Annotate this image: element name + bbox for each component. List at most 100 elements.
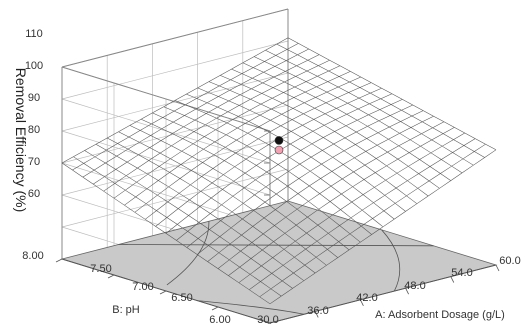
surface-gridline [318, 201, 331, 210]
surface-gridline [93, 176, 105, 185]
surface-gridline [94, 149, 107, 158]
surface-gridline [93, 162, 106, 171]
surface-gridline [405, 203, 418, 212]
surface-gridline [321, 163, 333, 172]
surface-gridline [168, 178, 181, 188]
surface-gridline [163, 106, 175, 112]
surface-gridline [395, 203, 406, 212]
surface-gridline [296, 216, 308, 226]
surface-gridline [61, 156, 74, 164]
surface-gridline [73, 150, 85, 157]
surface-gridline [186, 238, 199, 248]
surface-gridline [128, 130, 141, 138]
surface-gridline [305, 81, 317, 88]
surface-gridline [327, 249, 338, 258]
surface-gridline [170, 150, 182, 159]
surface-gridline [221, 195, 234, 206]
surface-gridline [273, 233, 286, 242]
surface-gridline [294, 86, 306, 93]
surface-gridline [282, 265, 294, 274]
surface-gridline [140, 112, 153, 120]
surface-gridline [272, 257, 284, 266]
surface-gridline [245, 151, 258, 160]
surface-gridline [343, 144, 356, 152]
surface-gridline [452, 145, 465, 153]
surface-gridline [276, 43, 288, 50]
surface-gridline [261, 87, 274, 94]
surface-gridline [418, 166, 431, 174]
surface-gridline [197, 238, 209, 246]
surface-gridline [300, 150, 312, 158]
surface-gridline [198, 213, 211, 223]
surface-gridline [335, 119, 347, 126]
surface-gridline [292, 280, 305, 289]
surface-gridline [185, 104, 196, 110]
surface-gridline [276, 185, 288, 195]
surface-gridline [303, 107, 315, 115]
surface-gridline [336, 108, 347, 115]
surface-gridline [162, 117, 174, 123]
y-tick-label: 6.50 [171, 292, 192, 304]
surface-gridline [84, 143, 97, 151]
surface-gridline [394, 211, 406, 220]
surface-gridline [337, 92, 349, 98]
surface-gridline [215, 122, 228, 130]
surface-gridline [261, 257, 273, 267]
surface-gridline [381, 87, 393, 95]
surface-gridline [326, 86, 339, 93]
surface-gridline [184, 115, 196, 121]
surface-gridline [174, 93, 187, 101]
surface-gridline [137, 167, 149, 175]
surface-gridline [339, 225, 351, 235]
surface-gridline [134, 212, 146, 220]
x-tick-label: 60.0 [499, 255, 520, 267]
surface-gridline [195, 102, 208, 110]
surface-gridline [179, 178, 191, 186]
surface-gridline [345, 119, 358, 126]
surface-gridline [311, 137, 324, 145]
surface-gridline [167, 193, 180, 203]
surface-gridline [72, 163, 84, 171]
surface-gridline [206, 106, 218, 114]
surface-gridline [140, 118, 152, 125]
surface-gridline [306, 224, 319, 234]
surface-gridline [354, 151, 366, 159]
surface-gridline [189, 191, 201, 201]
surface-gridline [275, 209, 286, 218]
surface-gridline [249, 274, 261, 282]
surface-gridline [373, 202, 385, 212]
surface-gridline [249, 109, 261, 116]
surface-gridline [328, 225, 340, 234]
surface-gridline [152, 112, 163, 118]
surface-gridline [219, 236, 231, 245]
surface-gridline [310, 156, 322, 165]
surface-gridline [227, 105, 240, 112]
surface-gridline [285, 65, 297, 72]
surface-gridline [172, 133, 183, 139]
z-tick-label: 60 [28, 188, 40, 200]
surface-gridline [257, 151, 268, 159]
surface-gridline [104, 169, 116, 177]
contour-line [118, 244, 434, 247]
surface-gridline [187, 222, 200, 232]
z-tick-label: 110 [25, 28, 43, 40]
surface-gridline [373, 195, 385, 203]
surface-gridline [423, 110, 434, 117]
surface-gridline [239, 105, 250, 111]
surface-gridline [343, 157, 355, 165]
surface-gridline [299, 163, 311, 172]
surface-gridline [294, 81, 307, 88]
y-axis-line [61, 258, 271, 324]
surface-gridline [396, 172, 408, 181]
surface-gridline [296, 208, 308, 218]
surface-gridline [252, 226, 264, 235]
surface-gridline [372, 210, 385, 219]
surface-gridline [204, 129, 216, 137]
surface-gridline [231, 68, 243, 74]
surface-gridline [193, 131, 205, 137]
surface-gridline [260, 97, 273, 105]
surface-gridline [253, 56, 265, 62]
surface-gridline [274, 66, 286, 72]
surface-gridline [451, 165, 463, 174]
surface-gridline [329, 59, 341, 67]
